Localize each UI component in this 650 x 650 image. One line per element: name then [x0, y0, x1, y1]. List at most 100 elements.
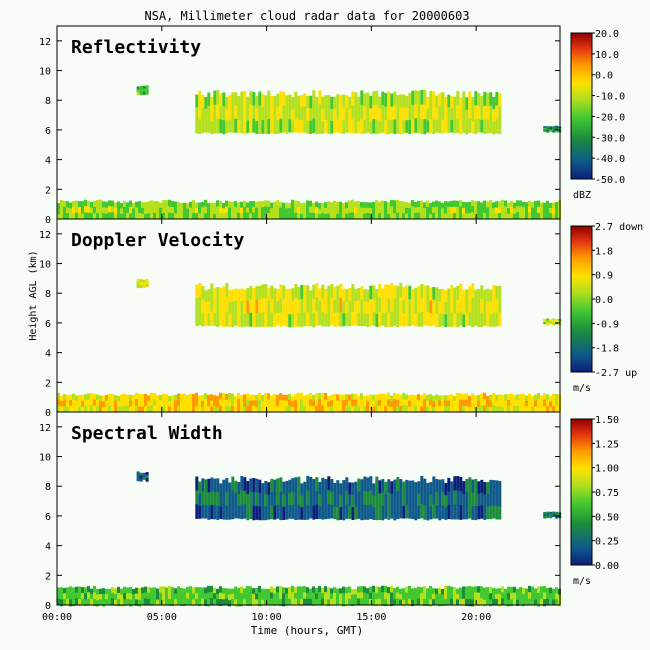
- band-cell: [237, 202, 240, 209]
- band-cell: [486, 207, 489, 214]
- band-cell: [291, 478, 295, 493]
- band-cell: [531, 213, 534, 220]
- band-cell: [495, 598, 498, 605]
- band-cell: [228, 290, 232, 303]
- band-cell: [345, 599, 348, 607]
- band-cell: [498, 506, 502, 520]
- band-cell: [426, 599, 429, 607]
- band-cell: [369, 299, 373, 313]
- band-cell: [471, 121, 475, 134]
- band-cell: [387, 492, 391, 507]
- band-cell: [375, 313, 379, 327]
- band-cell: [546, 400, 549, 407]
- band-cell: [240, 118, 244, 133]
- band-cell: [270, 592, 273, 600]
- band-cell: [282, 285, 286, 300]
- band-cell: [519, 206, 522, 213]
- band-cell: [327, 476, 331, 491]
- y-tick-label: 10: [39, 453, 51, 464]
- band-cell: [483, 301, 487, 314]
- band-cell: [366, 207, 369, 214]
- band-cell: [207, 400, 210, 407]
- band-cell: [159, 592, 162, 599]
- band-cell: [483, 206, 486, 214]
- band-cell: [144, 214, 147, 221]
- band-cell: [87, 206, 90, 214]
- band-cell: [390, 311, 394, 327]
- band-cell: [258, 406, 261, 414]
- band-cell: [261, 483, 265, 496]
- band-cell: [138, 400, 141, 408]
- band-cell: [477, 481, 481, 495]
- cloud-band: [136, 85, 149, 96]
- band-cell: [306, 95, 310, 109]
- band-cell: [216, 407, 219, 414]
- colorbar: [570, 32, 593, 180]
- band-cell: [378, 120, 382, 134]
- band-cell: [147, 400, 150, 407]
- band-cell: [489, 505, 493, 520]
- band-cell: [273, 96, 277, 110]
- band-cell: [204, 405, 207, 412]
- band-cell: [246, 481, 250, 495]
- x-tick-label: 10:00: [252, 612, 282, 623]
- band-cell: [480, 492, 484, 506]
- band-cell: [384, 585, 387, 593]
- band-cell: [399, 282, 403, 298]
- band-cell: [309, 588, 312, 595]
- band-cell: [255, 96, 259, 110]
- band-cell: [360, 207, 363, 214]
- band-cell: [339, 201, 342, 209]
- band-cell: [390, 119, 394, 134]
- band-cell: [195, 107, 199, 121]
- band-cell: [525, 400, 528, 407]
- band-cell: [225, 282, 229, 298]
- band-cell: [138, 406, 141, 414]
- band-cell: [123, 206, 126, 214]
- band-cell: [537, 406, 540, 414]
- band-cell: [81, 400, 84, 408]
- band-cell: [315, 477, 319, 492]
- y-tick-label: 6: [45, 126, 51, 137]
- band-cell: [315, 297, 319, 312]
- band-cell: [168, 592, 171, 600]
- band-cell: [360, 119, 364, 135]
- band-cell: [300, 107, 304, 121]
- band-cell: [321, 121, 325, 134]
- band-cell: [456, 285, 460, 301]
- band-cell: [384, 406, 387, 414]
- band-cell: [471, 405, 474, 413]
- band-cell: [213, 208, 216, 215]
- band-cell: [330, 121, 334, 134]
- band-cell: [414, 104, 418, 119]
- band-cell: [507, 405, 510, 412]
- band-cell: [126, 400, 129, 407]
- band-cell: [393, 593, 396, 600]
- band-cell: [63, 400, 66, 407]
- band-cell: [261, 495, 265, 509]
- band-cell: [139, 88, 143, 93]
- band-cell: [504, 588, 507, 595]
- band-cell: [210, 477, 214, 492]
- band-cell: [468, 504, 472, 519]
- band-cell: [336, 480, 340, 494]
- band-cell: [396, 393, 399, 401]
- band-cell: [195, 476, 199, 491]
- band-cell: [414, 207, 417, 214]
- band-cell: [150, 405, 153, 412]
- band-cell: [270, 400, 273, 407]
- band-cell: [351, 212, 354, 219]
- band-cell: [204, 206, 207, 214]
- band-cell: [81, 598, 84, 606]
- band-cell: [360, 299, 364, 314]
- band-cell: [108, 212, 111, 219]
- band-cell: [285, 599, 288, 606]
- band-cell: [264, 312, 268, 328]
- band-cell: [540, 400, 543, 407]
- band-cell: [411, 599, 414, 607]
- band-cell: [291, 592, 294, 599]
- band-cell: [531, 598, 534, 605]
- band-cell: [516, 394, 519, 401]
- band-cell: [402, 588, 405, 595]
- band-cell: [555, 320, 559, 323]
